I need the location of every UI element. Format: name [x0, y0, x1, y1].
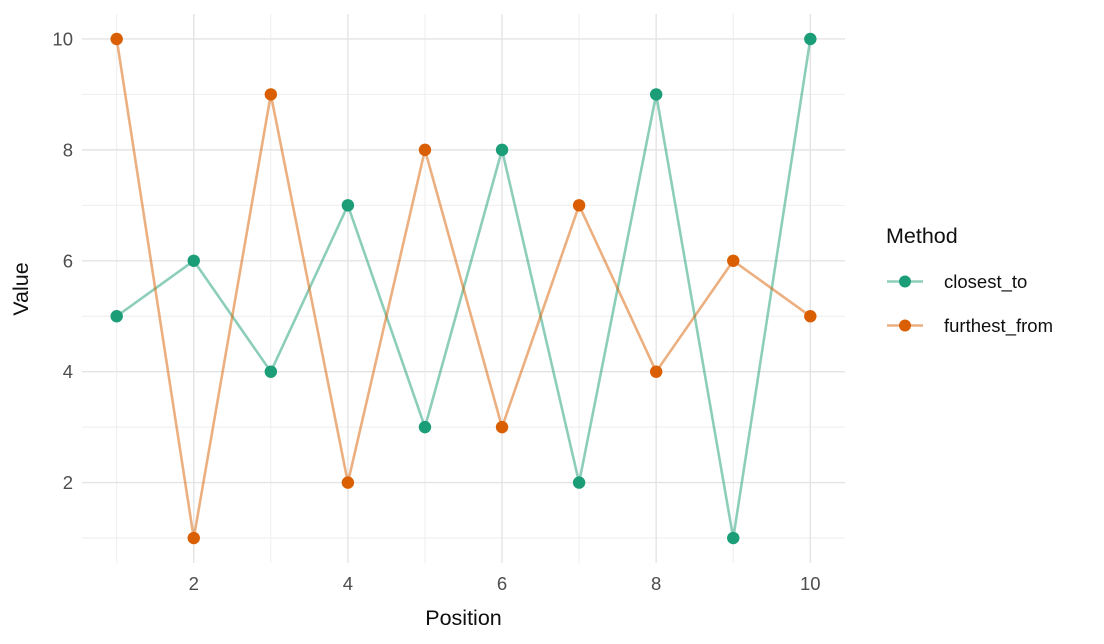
- legend-key-line-dot-icon: [887, 275, 923, 288]
- legend: Method closest_to furthest_from: [886, 224, 1053, 357]
- y-axis-title: Value: [9, 262, 33, 316]
- svg-text:6: 6: [63, 250, 73, 271]
- svg-text:10: 10: [800, 573, 821, 594]
- svg-text:8: 8: [63, 139, 73, 160]
- x-axis-title: Position: [425, 606, 502, 630]
- legend-label: closest_to: [944, 270, 1028, 292]
- svg-text:10: 10: [52, 28, 73, 49]
- legend-label: furthest_from: [944, 314, 1053, 336]
- svg-text:2: 2: [63, 472, 73, 493]
- svg-text:6: 6: [497, 573, 507, 594]
- legend-item-closest-to: closest_to: [886, 269, 1053, 294]
- legend-title: Method: [886, 224, 958, 248]
- svg-text:8: 8: [651, 573, 661, 594]
- legend-item-furthest-from: furthest_from: [886, 313, 1053, 338]
- svg-text:4: 4: [343, 573, 353, 594]
- legend-key-line-dot-icon: [887, 319, 923, 332]
- svg-text:4: 4: [63, 361, 73, 382]
- svg-text:2: 2: [189, 573, 199, 594]
